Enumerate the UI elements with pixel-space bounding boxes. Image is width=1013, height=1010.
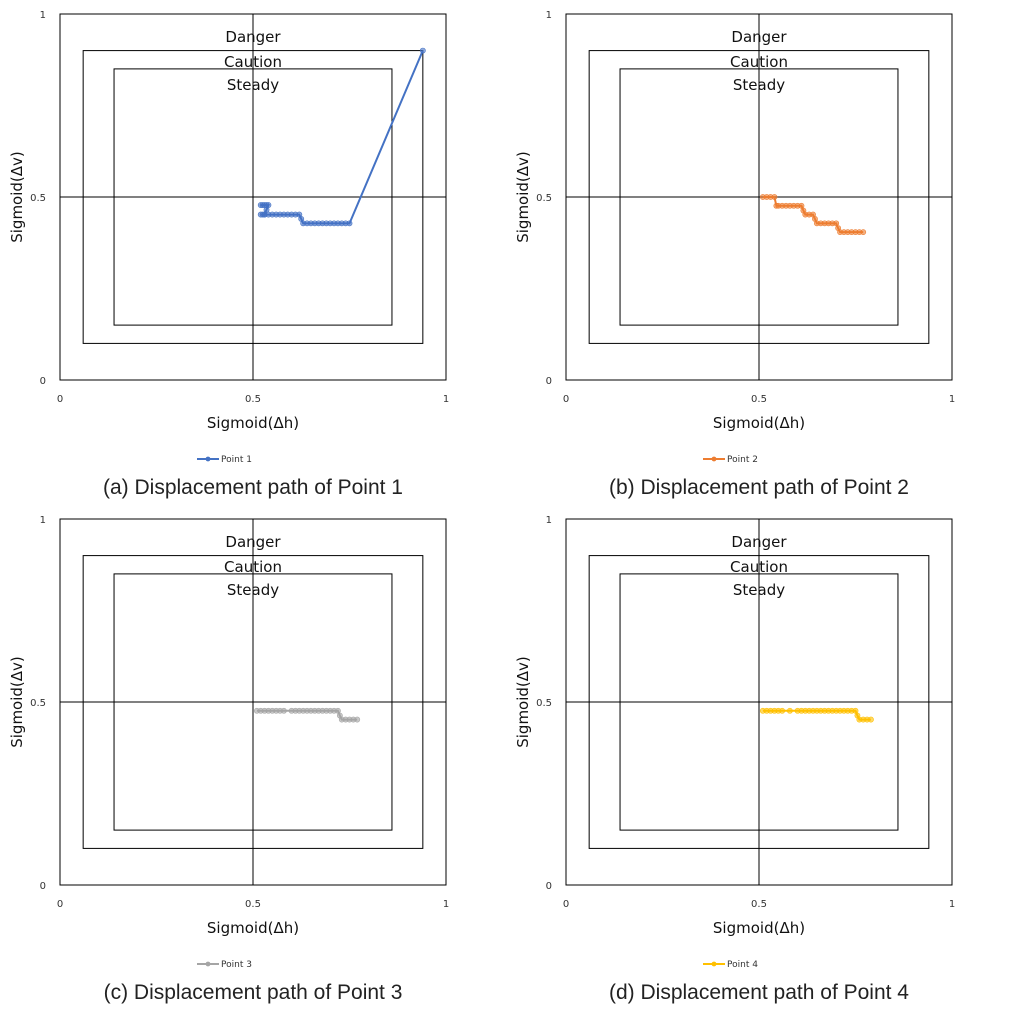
- zone-label-danger: Danger: [225, 28, 281, 46]
- data-point: [354, 716, 361, 723]
- y-tick-label: 0.5: [536, 193, 552, 204]
- x-tick-label: 0.5: [751, 394, 767, 405]
- chart-d-caption: (d) Displacement path of Point 4: [609, 981, 909, 1004]
- zone-label-steady: Steady: [227, 581, 279, 599]
- legend-marker: [711, 456, 717, 462]
- chart-d-plot: Danger Caution Steady 00 0.5 0.5 1 1 Sigmoid(Δh)…: [514, 515, 955, 970]
- x-tick-label: 0: [57, 899, 63, 910]
- zone-label-caution: Caution: [730, 53, 788, 71]
- x-tick-label: 0.5: [751, 899, 767, 910]
- data-point: [771, 194, 778, 200]
- zone-label-danger: Danger: [731, 533, 787, 551]
- y-tick-label: 1: [546, 10, 552, 21]
- zone-label-steady: Steady: [227, 76, 279, 94]
- zone-label-caution: Caution: [224, 53, 282, 71]
- data-point: [868, 716, 874, 723]
- y-tick-label: 0.5: [30, 698, 46, 709]
- y-tick-label: 1: [40, 515, 46, 526]
- chart-b-plot: Danger Caution Steady 00 0.5 0.5 1 1 Sigmoid(Δh)…: [514, 10, 955, 465]
- data-point: [852, 707, 859, 714]
- data-point: [263, 206, 270, 213]
- x-tick-label: 0: [563, 899, 569, 910]
- y-tick-label: 0: [40, 881, 46, 892]
- legend-marker: [205, 456, 211, 462]
- chart-c-caption: (c) Displacement path of Point 3: [103, 981, 403, 1004]
- y-tick-label: 1: [546, 515, 552, 526]
- x-tick-label: 0: [57, 394, 63, 405]
- chart-a-caption: (a) Displacement path of Point 1: [103, 476, 403, 499]
- data-point: [779, 707, 786, 714]
- chart-panel-c: Danger Caution Steady 0 0 0.5 0.5 1 1 Sigmoid(Δh)…: [0, 505, 506, 1010]
- zone-label-caution: Caution: [224, 558, 282, 576]
- chart-a-plot: Danger Caution Steady 00 0.5 0.5 1 1 Sigmoid(Δh)…: [8, 10, 449, 465]
- y-axis-label: Sigmoid(Δv): [514, 151, 532, 243]
- x-tick-label: 0.5: [245, 394, 261, 405]
- y-tick-label: 0.5: [30, 193, 46, 204]
- legend-label: Point 1: [221, 455, 252, 465]
- y-tick-label: 0: [546, 376, 552, 387]
- zone-label-caution: Caution: [730, 558, 788, 576]
- data-point: [280, 707, 287, 714]
- x-axis-label: Sigmoid(Δh): [713, 414, 805, 432]
- y-axis-label: Sigmoid(Δv): [8, 151, 26, 243]
- y-tick-label: 0: [546, 881, 552, 892]
- data-point: [335, 707, 341, 714]
- data-point: [798, 202, 805, 209]
- data-point: [833, 220, 840, 227]
- y-tick-label: 0.5: [536, 698, 552, 709]
- data-point: [860, 229, 867, 236]
- legend-label: Point 2: [727, 455, 758, 465]
- chart-panel-d: Danger Caution Steady 0 0 0.5 0.5 1 1 Sigmoid(Δh)…: [506, 505, 1012, 1010]
- y-tick-label: 1: [40, 10, 46, 21]
- x-tick-label: 1: [949, 394, 955, 405]
- x-tick-label: 1: [949, 899, 955, 910]
- legend-marker: [711, 961, 717, 967]
- chart-panel-b: Danger Caution Steady 0 0 0.5 0.5 1 1 Sigmoid(Δh)…: [506, 0, 1012, 505]
- x-tick-label: 1: [443, 899, 449, 910]
- zone-label-steady: Steady: [733, 76, 785, 94]
- chart-c-plot: Danger Caution Steady 00 0.5 0.5 1 1 Sigmoid(Δh)…: [8, 515, 449, 970]
- legend-label: Point 3: [221, 960, 252, 970]
- x-axis-label: Sigmoid(Δh): [207, 414, 299, 432]
- x-tick-label: 0.5: [245, 899, 261, 910]
- legend-label: Point 4: [727, 960, 758, 970]
- zone-label-danger: Danger: [731, 28, 787, 46]
- data-point: [265, 202, 272, 208]
- zone-label-danger: Danger: [225, 533, 281, 551]
- x-axis-label: Sigmoid(Δh): [713, 919, 805, 937]
- chart-panel-a: Danger Caution Steady 0 0 0.5 0.5 1 1 Sigmoid(Δh)…: [0, 0, 506, 505]
- chart-b-caption: (b) Displacement path of Point 2: [609, 476, 909, 499]
- y-tick-label: 0: [40, 376, 46, 387]
- data-point: [346, 220, 353, 227]
- zone-label-steady: Steady: [733, 581, 785, 599]
- data-point: [419, 47, 426, 54]
- y-axis-label: Sigmoid(Δv): [514, 656, 532, 748]
- data-point: [786, 707, 793, 714]
- x-axis-label: Sigmoid(Δh): [207, 919, 299, 937]
- x-tick-label: 1: [443, 394, 449, 405]
- legend-marker: [205, 961, 211, 967]
- x-tick-label: 0: [563, 394, 569, 405]
- y-axis-label: Sigmoid(Δv): [8, 656, 26, 748]
